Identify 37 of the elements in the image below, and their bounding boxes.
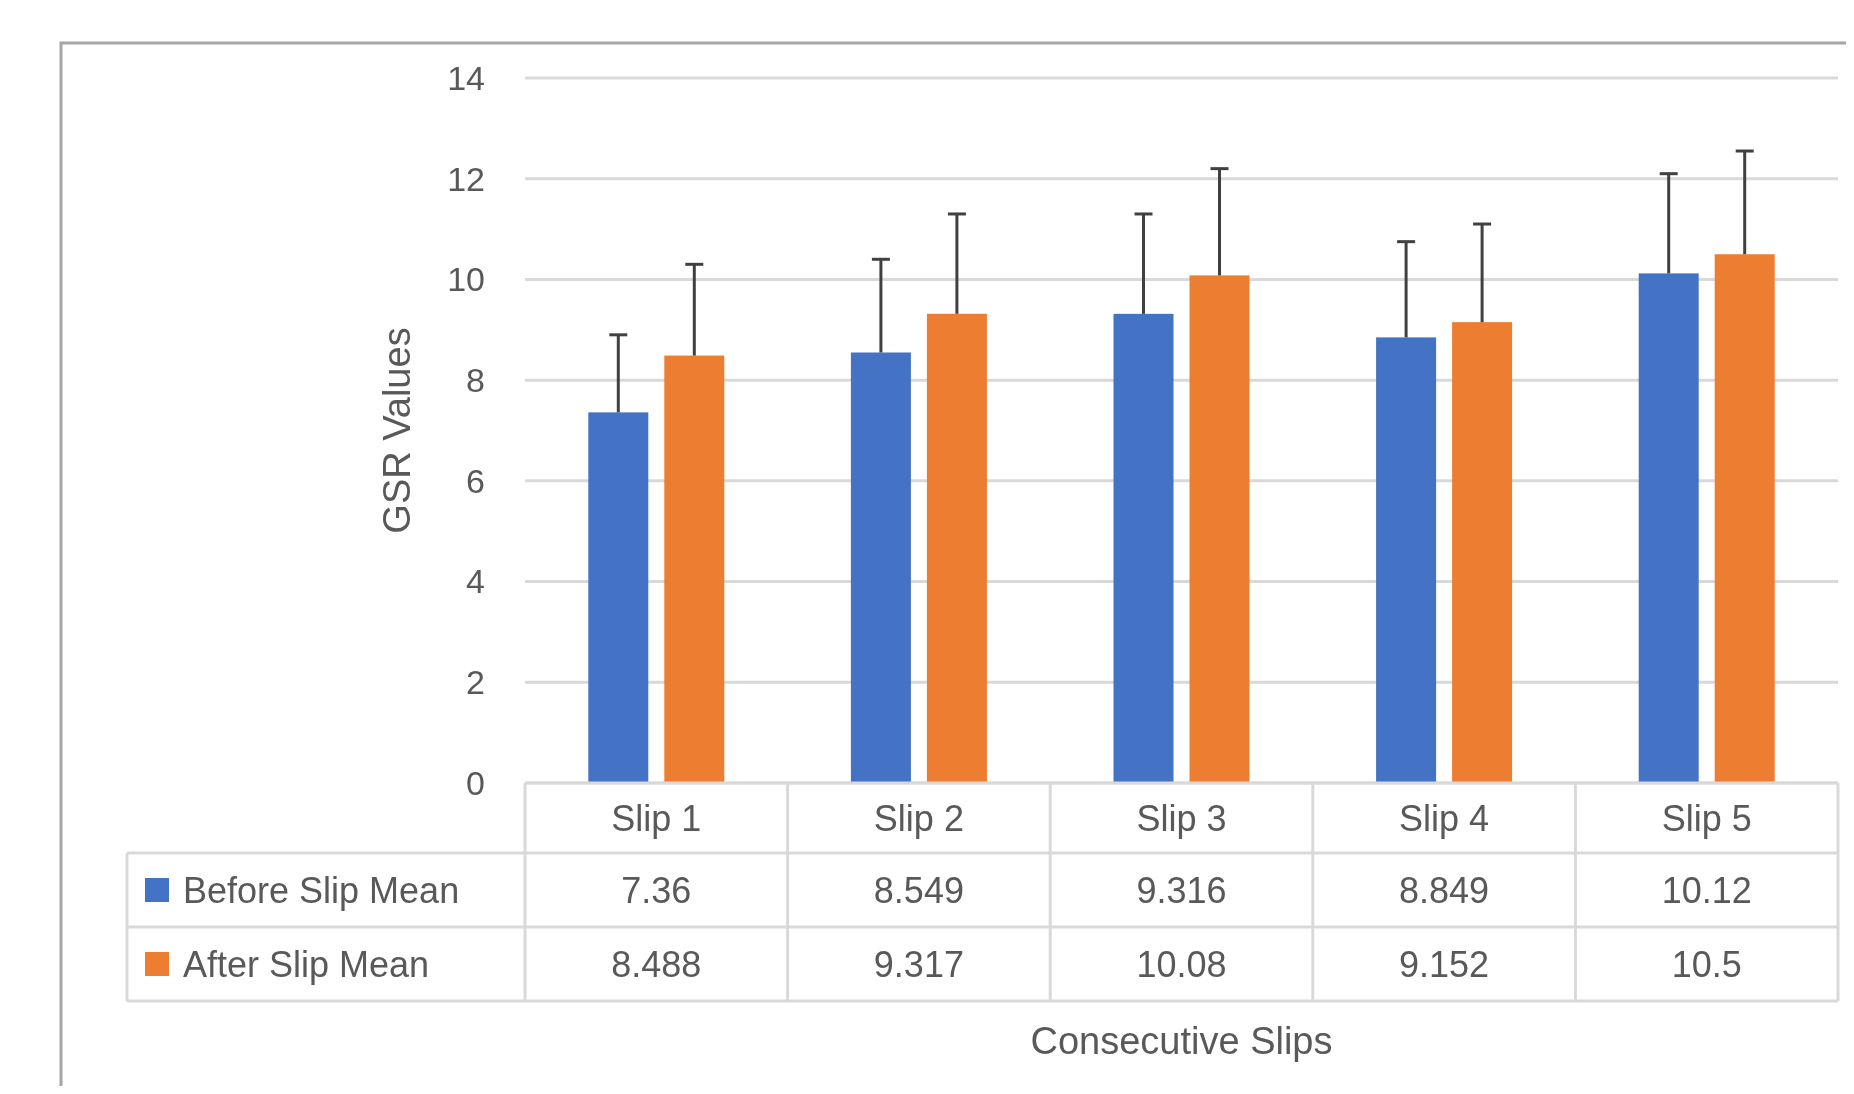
y-tick-label: 8 xyxy=(466,361,485,400)
bar xyxy=(1189,275,1250,783)
bar xyxy=(1376,337,1437,783)
data-label: 8.488 xyxy=(611,943,702,985)
bar xyxy=(664,355,725,783)
data-label: 10.12 xyxy=(1661,869,1752,911)
y-tick-label: 2 xyxy=(466,663,485,702)
x-axis-title: Consecutive Slips xyxy=(1030,1020,1333,1063)
data-label: 9.317 xyxy=(873,943,964,985)
y-tick-label: 6 xyxy=(466,461,485,500)
data-label: 10.08 xyxy=(1136,943,1227,985)
x-tick-label: Slip 5 xyxy=(1661,797,1752,839)
data-label: 9.316 xyxy=(1136,869,1227,911)
data-label: 8.549 xyxy=(873,869,964,911)
bar xyxy=(1714,254,1775,783)
bar xyxy=(1638,273,1699,783)
y-tick-label: 0 xyxy=(466,763,485,802)
x-tick-label: Slip 4 xyxy=(1399,797,1490,839)
legend-label: After Slip Mean xyxy=(183,943,430,985)
bar xyxy=(850,352,911,783)
data-label: 10.5 xyxy=(1671,943,1742,985)
data-label: 9.152 xyxy=(1399,943,1490,985)
legend-label: Before Slip Mean xyxy=(183,869,460,911)
x-tick-label: Slip 1 xyxy=(611,797,702,839)
x-tick-label: Slip 3 xyxy=(1136,797,1227,839)
bar xyxy=(1113,313,1174,783)
data-label: 8.849 xyxy=(1399,869,1490,911)
y-axis-title: GSR Values xyxy=(376,327,418,534)
y-tick-label: 4 xyxy=(466,562,485,601)
y-tick-label: 14 xyxy=(447,58,485,97)
data-label: 7.36 xyxy=(621,869,692,911)
bar xyxy=(588,412,649,783)
y-tick-label: 10 xyxy=(447,260,485,299)
bar xyxy=(926,313,987,783)
x-tick-label: Slip 2 xyxy=(873,797,964,839)
y-tick-label: 12 xyxy=(447,159,485,198)
bar xyxy=(1452,322,1513,783)
